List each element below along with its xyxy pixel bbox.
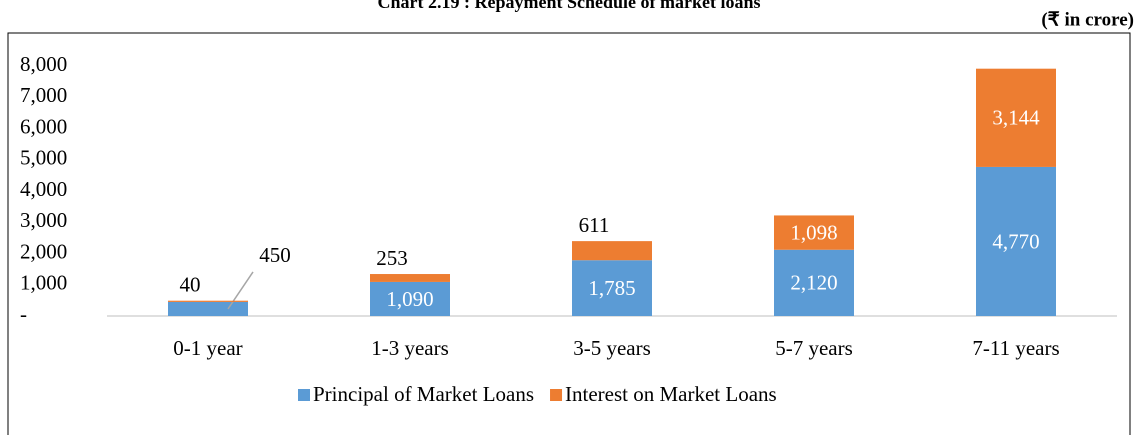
bar-segment <box>370 281 450 316</box>
data-label: 2,120 <box>790 271 837 295</box>
data-label: 1,098 <box>790 220 837 244</box>
bar-segment <box>572 260 652 316</box>
legend-swatch <box>298 389 310 401</box>
y-tick-label: 2,000 <box>20 239 67 263</box>
data-label: 4,770 <box>992 229 1039 253</box>
legend-swatch <box>550 389 563 401</box>
data-label: 3,144 <box>992 106 1040 130</box>
bar-segment <box>774 215 854 250</box>
chart-subtitle: (₹ in crore) <box>1041 9 1134 30</box>
bar-segment <box>976 166 1056 316</box>
x-tick-label: 1-3 years <box>371 336 449 360</box>
data-label: 253 <box>376 246 408 270</box>
y-tick-label: - <box>20 302 27 326</box>
chart-frame <box>7 32 1131 435</box>
y-tick-label: 5,000 <box>20 146 67 170</box>
chart-title: Chart 2.19 : Repayment Schedule of marke… <box>378 0 761 12</box>
bar-segment <box>572 241 652 261</box>
data-label: 1,785 <box>588 276 635 300</box>
data-label: 611 <box>579 213 610 237</box>
bar-segment <box>774 249 854 316</box>
data-label: 1,090 <box>386 287 433 311</box>
x-tick-label: 0-1 year <box>173 336 242 360</box>
y-tick-label: 4,000 <box>20 177 67 201</box>
leader-line <box>227 271 254 310</box>
y-tick-label: 8,000 <box>20 52 67 76</box>
data-label: 40 <box>180 273 201 297</box>
bar-segment <box>168 300 248 302</box>
bar-segment <box>976 68 1056 167</box>
data-label: 450 <box>259 243 291 267</box>
y-tick-label: 1,000 <box>20 271 67 295</box>
x-tick-label: 3-5 years <box>573 336 651 360</box>
bar-segment <box>370 274 450 282</box>
legend-label: Interest on Market Loans <box>565 382 777 406</box>
bar-segment <box>168 301 248 316</box>
x-tick-label: 5-7 years <box>775 336 853 360</box>
legend-label: Principal of Market Loans <box>313 382 534 406</box>
y-tick-label: 7,000 <box>20 83 67 107</box>
y-tick-label: 6,000 <box>20 114 67 138</box>
y-tick-label: 3,000 <box>20 208 67 232</box>
x-tick-label: 7-11 years <box>972 336 1059 360</box>
